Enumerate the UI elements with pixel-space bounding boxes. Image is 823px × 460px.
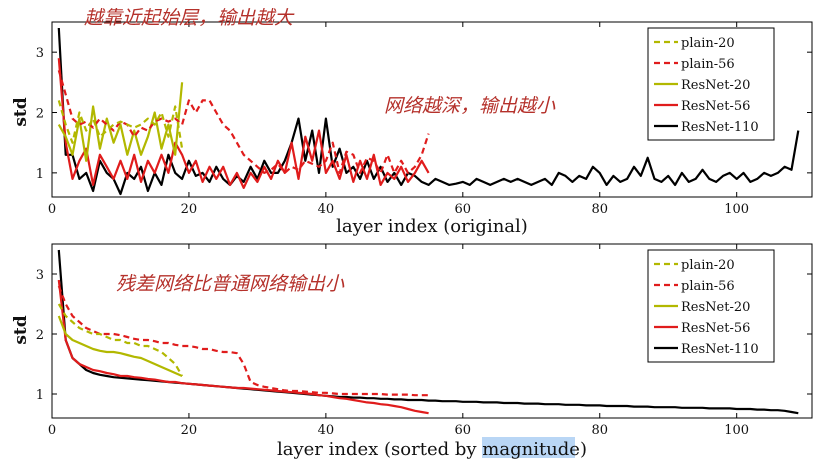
bottom-series-plain-20	[57, 303, 184, 377]
bottom-legend-label: plain-56	[681, 279, 735, 294]
top-ytick-label: 1	[36, 167, 44, 182]
annotation-top-right: 网络越深，输出越小	[384, 95, 556, 117]
top-ytick-label: 2	[36, 107, 44, 122]
bottom-plot-frame	[51, 243, 813, 419]
top-series-group	[57, 27, 800, 196]
annotation-top-left: 越靠近起始层，输出越大	[84, 7, 295, 29]
top-series-resnet-20	[57, 82, 184, 162]
bottom-xlabel-suffix: )	[580, 439, 587, 460]
bottom-ylabel: std	[11, 315, 31, 344]
top-series-resnet-110	[57, 27, 800, 196]
top-legend-label: plain-20	[681, 36, 735, 51]
bottom-xtick-label: 80	[591, 423, 608, 438]
top-legend-label: ResNet-110	[681, 120, 759, 135]
top-legend-label: ResNet-56	[681, 99, 750, 114]
top-xtick-label: 20	[181, 202, 198, 217]
annotation-bottom: 残差网络比普通网络输出小	[116, 273, 345, 295]
bottom-xtick-label: 0	[48, 423, 56, 438]
top-xtick-label: 0	[48, 202, 56, 217]
top-series-plain-20	[57, 100, 184, 149]
bottom-ytick-label: 3	[36, 268, 44, 283]
top-legend-label: plain-56	[681, 57, 735, 72]
top-xtick-label: 60	[455, 202, 472, 217]
top-plot-frame	[51, 21, 813, 198]
xlabel-highlight	[482, 437, 575, 458]
top-series-resnet-56	[57, 58, 430, 189]
top-legend: plain-20 plain-56 ResNet-20 ResNet-56 ResNet…	[647, 27, 775, 141]
top-chart: 0 20 40 60 80 100 1 2 3 std layer index (origina…	[11, 7, 813, 237]
top-xtick-label: 40	[318, 202, 335, 217]
bottom-legend-label: ResNet-56	[681, 321, 750, 336]
top-xtick-label: 80	[591, 202, 608, 217]
bottom-legend-label: ResNet-110	[681, 342, 759, 357]
bottom-series-resnet-20	[57, 315, 183, 378]
bottom-xtick-label: 60	[455, 423, 472, 438]
top-series-plain-56	[57, 69, 430, 174]
bottom-series-plain-56	[57, 285, 429, 397]
bottom-chart: 0 20 40 60 80 100 1 2 3 std layer index (sorted …	[11, 243, 813, 460]
bottom-ytick-label: 2	[36, 328, 44, 343]
bottom-legend: plain-20 plain-56 ResNet-20 ResNet-56 ResNet…	[647, 249, 775, 363]
bottom-legend-label: ResNet-20	[681, 300, 750, 315]
bottom-ytick-label: 1	[36, 388, 44, 403]
bottom-xlabel: layer index (sorted by magnitude)	[277, 439, 587, 460]
bottom-xtick-label: 40	[318, 423, 335, 438]
bottom-xtick-label: 100	[724, 423, 749, 438]
top-ylabel: std	[11, 97, 31, 126]
bottom-xlabel-prefix: layer index (sorted by	[277, 439, 482, 460]
bottom-xlabel-highlight: magnitude	[482, 439, 580, 460]
top-ytick-label: 3	[36, 46, 44, 61]
bottom-series-group	[57, 249, 799, 415]
top-xtick-label: 100	[724, 202, 749, 217]
bottom-series-resnet-56	[57, 279, 429, 415]
bottom-xtick-label: 20	[181, 423, 198, 438]
top-legend-label: ResNet-20	[681, 78, 750, 93]
bottom-legend-label: plain-20	[681, 258, 735, 273]
top-xlabel: layer index (original)	[336, 216, 528, 237]
